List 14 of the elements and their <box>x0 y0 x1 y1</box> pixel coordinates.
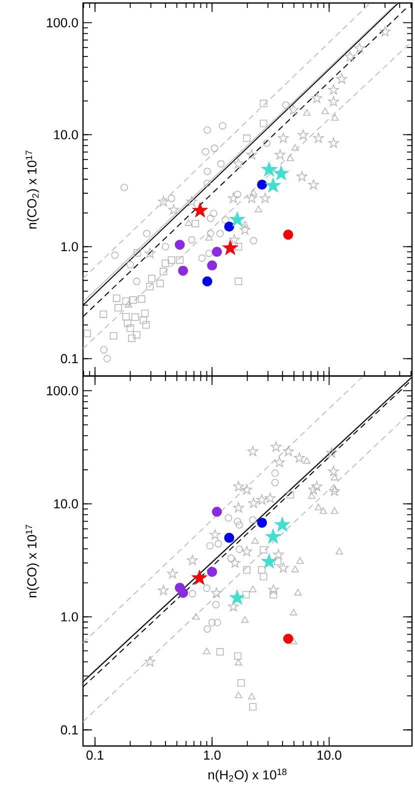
y-tick-label: 0.1 <box>60 725 78 734</box>
y-axis-title: n(CO$_{2}$) x 10$^{17}$ <box>26 150 40 229</box>
x-tick-label: 1.0 <box>204 750 221 760</box>
x-tick-label: 0.1 <box>86 750 104 760</box>
y-tick-label: 100.0 <box>46 18 78 28</box>
y-tick-label: 1.0 <box>61 612 78 622</box>
x-tick-label: 10.0 <box>317 750 342 760</box>
y-tick-label: 100.0 <box>46 386 78 396</box>
y-tick-label: 1.0 <box>61 242 78 252</box>
y-axis-title: n(CO) x 10$^{17}$ <box>26 524 40 598</box>
y-tick-label: 0.1 <box>60 354 78 364</box>
x-axis-title: n(H$_{2}$O) x 10$^{18}$ <box>208 768 286 782</box>
y-tick-label: 10.0 <box>54 499 78 508</box>
y-tick-label: 10.0 <box>54 130 78 140</box>
